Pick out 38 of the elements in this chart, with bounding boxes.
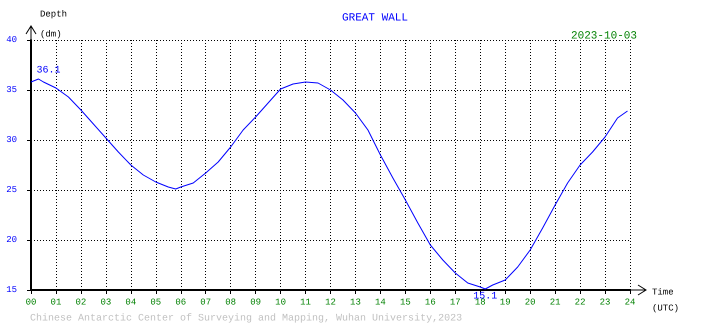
- x-tick-label: 17: [450, 298, 461, 308]
- y-tick-label: 40: [6, 35, 17, 45]
- y-tick-label: 25: [6, 185, 17, 195]
- x-tick-label: 23: [600, 298, 610, 308]
- x-tick-label: 18: [474, 298, 486, 308]
- x-tick-label: 12: [325, 298, 336, 308]
- x-tick-label: 10: [275, 298, 286, 308]
- x-tick-label: 24: [624, 298, 636, 308]
- text: Chinese Antarctic Center of Surveying and Mapping, Wuhan University,2023: [30, 312, 462, 324]
- chart-title: GREAT WALL: [342, 12, 408, 24]
- x-tick-label: 01: [50, 298, 62, 308]
- x-tick-label: 13: [350, 298, 361, 308]
- x-tick-label: 04: [125, 298, 136, 308]
- y-tick-label: 20: [6, 235, 17, 245]
- x-axis-title: Time (UTC): [652, 288, 680, 314]
- x-tick-label: 21: [550, 298, 561, 308]
- x-tick-label: 11: [300, 298, 311, 308]
- x-tick-label: 22: [574, 298, 586, 308]
- x-tick-label: 09: [250, 298, 262, 308]
- x-tick-label: 14: [375, 298, 386, 308]
- x-tick-label: 16: [424, 298, 436, 308]
- y-tick-label: 30: [6, 135, 17, 145]
- y-axis-title: Depth (dm): [40, 10, 68, 40]
- annotation: 36.1: [36, 66, 60, 76]
- y-tick-label: 35: [6, 85, 17, 95]
- x-tick-label: 20: [524, 298, 536, 308]
- x-tick-label: 06: [175, 298, 186, 308]
- x-tick-label: 07: [200, 298, 212, 308]
- x-tick-label: 00: [26, 298, 36, 308]
- x-tick-label: 02: [76, 298, 86, 308]
- x-tick-label: 19: [500, 298, 511, 308]
- x-tick-label: 08: [225, 298, 236, 308]
- x-tick-label: 03: [100, 298, 112, 308]
- chart-subtitle: 2023-10-03: [570, 30, 638, 42]
- x-tick-label: 15: [400, 298, 411, 308]
- line-series: [30, 78, 628, 290]
- x-tick-label: 05: [150, 298, 162, 308]
- y-tick-label: 15: [6, 285, 17, 295]
